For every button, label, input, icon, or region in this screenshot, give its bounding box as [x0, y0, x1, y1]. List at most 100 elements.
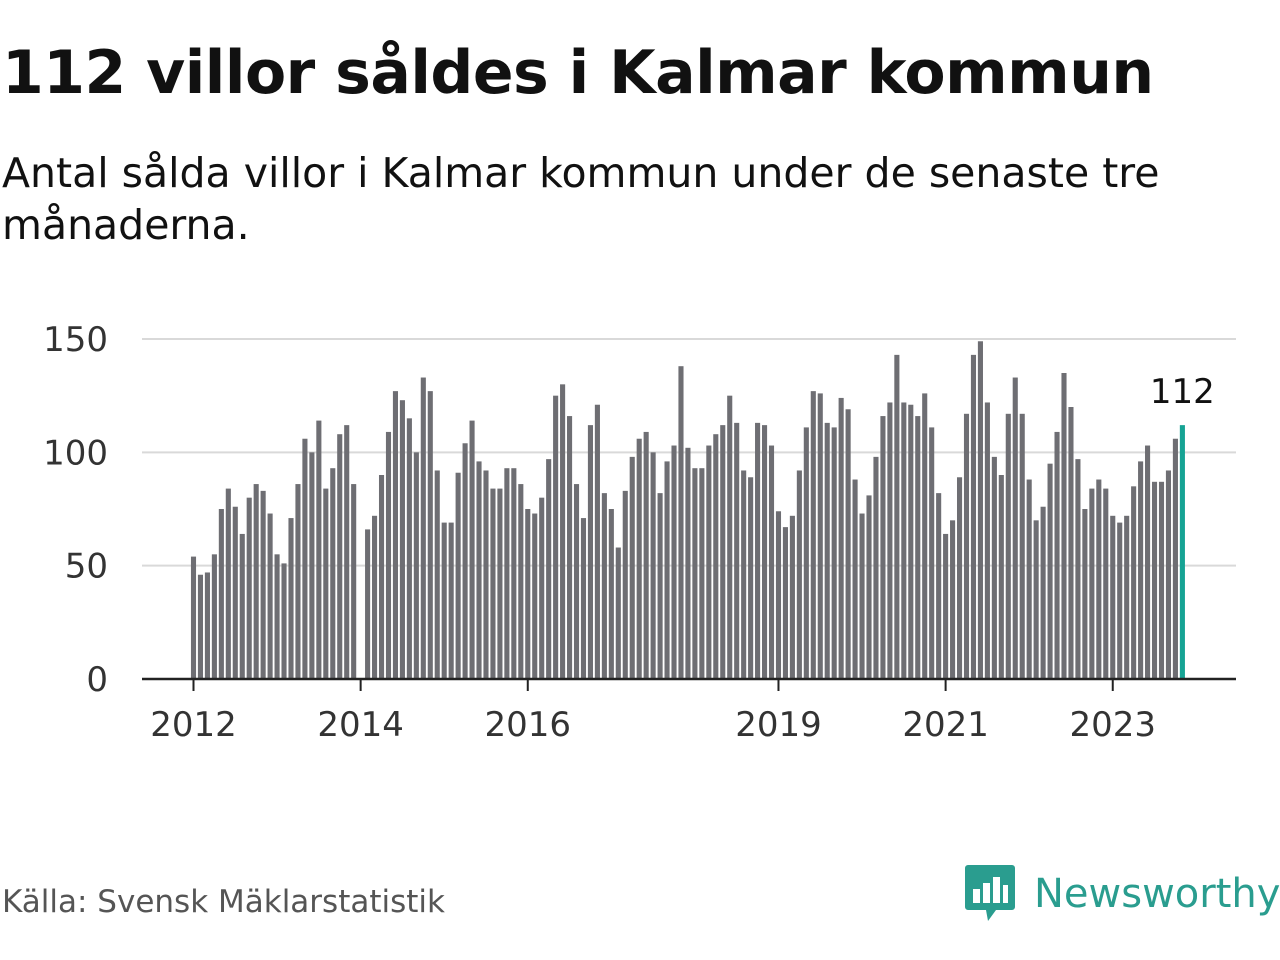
- bar: [984, 402, 990, 679]
- bar: [887, 402, 893, 679]
- bar: [601, 493, 607, 679]
- bar: [831, 427, 837, 679]
- bar: [1172, 438, 1178, 679]
- y-tick-label: 0: [86, 660, 108, 700]
- bar: [977, 341, 983, 679]
- bar: [476, 461, 482, 679]
- bar: [678, 366, 684, 679]
- bar: [1012, 377, 1018, 679]
- bar: [768, 445, 775, 679]
- bar: [1047, 463, 1053, 679]
- bar: [344, 425, 350, 679]
- y-tick-label: 150: [43, 320, 108, 360]
- bar: [755, 422, 761, 679]
- bar: [330, 468, 336, 679]
- bar: [970, 354, 977, 679]
- bar: [225, 488, 231, 679]
- bar: [643, 431, 649, 679]
- bar: [845, 409, 851, 679]
- bar: [762, 425, 768, 679]
- bar: [525, 509, 531, 679]
- bar: [1145, 445, 1151, 679]
- bar: [281, 563, 287, 679]
- bar: [295, 484, 301, 679]
- bar: [483, 470, 489, 679]
- x-tick-label: 2023: [1069, 705, 1156, 745]
- axis-labels: 0 50 100 150 2012 2014 2016 2019 2021 2023 112: [43, 320, 1215, 745]
- bar: [1005, 413, 1011, 679]
- bar: [385, 431, 392, 679]
- brand-logo[interactable]: Newsworthy: [964, 864, 1280, 924]
- bar: [462, 443, 468, 679]
- bar: [253, 484, 259, 679]
- bar: [288, 518, 294, 679]
- bar: [560, 384, 566, 679]
- bar: [1151, 481, 1158, 679]
- bar: [378, 475, 385, 679]
- bars: [190, 341, 1185, 679]
- bar: [1019, 413, 1025, 679]
- bar: [427, 391, 433, 679]
- bar: [671, 445, 677, 679]
- bar: [1124, 515, 1130, 679]
- bar: [434, 470, 440, 679]
- bar: [448, 522, 454, 679]
- bar: [720, 425, 726, 679]
- bar: [1131, 486, 1137, 679]
- bar: [929, 427, 935, 679]
- bar: [908, 404, 914, 679]
- x-tick-label: 2016: [485, 705, 572, 745]
- bar: [1040, 506, 1046, 679]
- bar: [337, 434, 343, 679]
- bar: [532, 513, 538, 679]
- bar: [664, 461, 670, 679]
- bar: [302, 438, 308, 679]
- bar: [1158, 481, 1165, 679]
- bar: [727, 395, 733, 679]
- bar: [1103, 488, 1109, 679]
- bar: [894, 354, 900, 679]
- bar: [713, 434, 719, 679]
- x-tick-label: 2021: [902, 705, 989, 745]
- bar: [469, 420, 475, 679]
- bar: [218, 509, 224, 679]
- bar: [1061, 373, 1067, 679]
- bar: [539, 497, 545, 679]
- bar: [880, 416, 886, 679]
- bar: [504, 468, 510, 679]
- y-tick-label: 50: [65, 547, 108, 587]
- bar: [420, 377, 426, 679]
- bar: [748, 477, 754, 679]
- bar: [950, 520, 956, 679]
- bar: [567, 416, 573, 679]
- brand-name: Newsworthy: [1034, 871, 1280, 917]
- bar: [246, 497, 252, 679]
- x-tick-label: 2019: [735, 705, 822, 745]
- bar: [866, 495, 872, 679]
- bar: [782, 527, 788, 679]
- bar: [824, 422, 830, 679]
- bar: [998, 475, 1004, 679]
- y-tick-label: 100: [43, 433, 108, 473]
- bar: [260, 490, 266, 679]
- bar: [1075, 459, 1081, 679]
- newsworthy-logo-icon: [965, 865, 1015, 921]
- bar: [239, 533, 245, 679]
- bar: [594, 404, 600, 679]
- bar: [190, 556, 197, 679]
- bar: [232, 506, 238, 679]
- bar: [511, 468, 517, 679]
- bar: [803, 427, 809, 679]
- bar: [943, 533, 949, 679]
- bar: [497, 488, 503, 679]
- bar: [309, 452, 315, 679]
- bar: [817, 393, 823, 679]
- bar: [963, 413, 970, 679]
- bar: [956, 477, 963, 679]
- bar: [1117, 522, 1123, 679]
- bar: [1068, 407, 1074, 679]
- bar: [859, 513, 865, 679]
- x-tick-label: 2014: [317, 705, 404, 745]
- bar: [636, 438, 642, 679]
- bar: [1054, 431, 1060, 679]
